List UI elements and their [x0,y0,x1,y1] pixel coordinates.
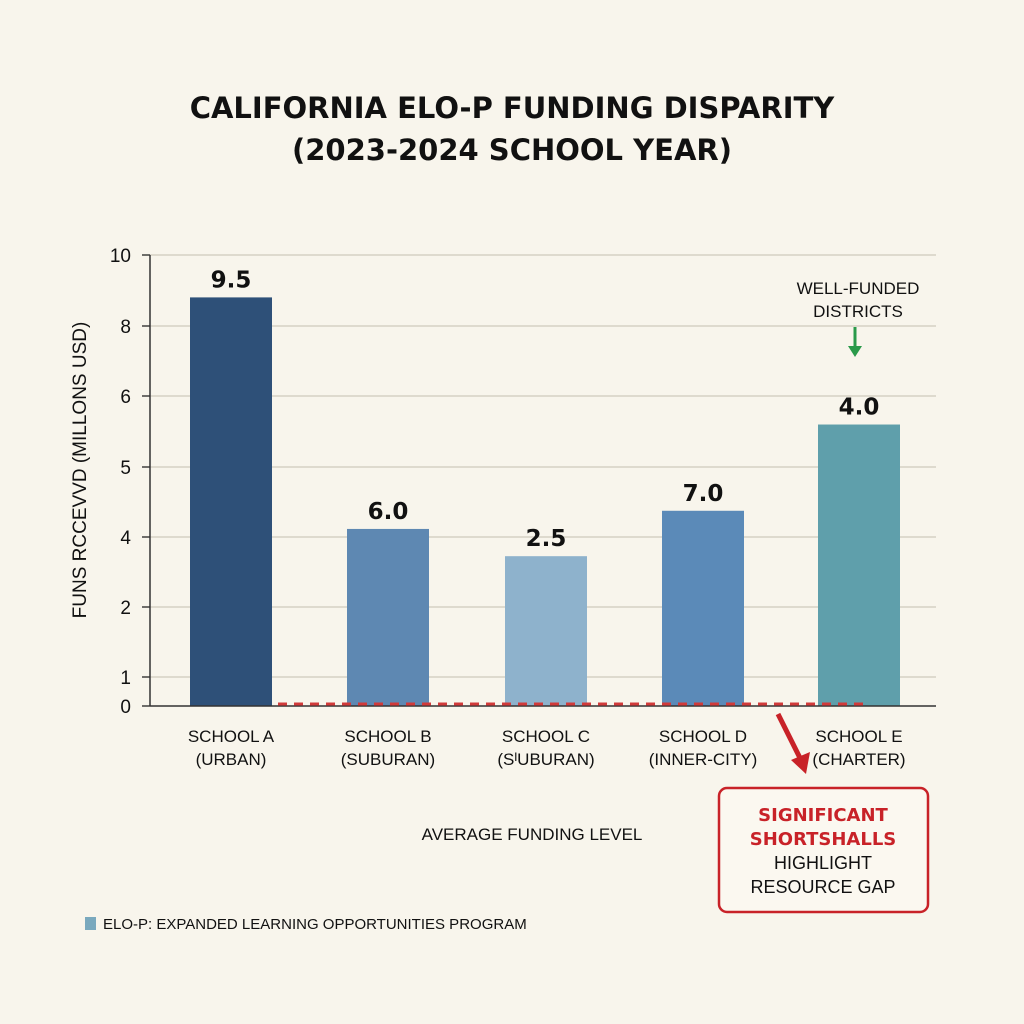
callout-line-resource-gap: RESOURCE GAP [750,877,895,897]
callout-line-significant: SIGNIFICANT [758,805,888,826]
bar [818,424,900,706]
y-tick-label: 0 [120,697,131,718]
y-tick-label: 2 [120,598,131,619]
category-label-name: SCHOOL B [344,727,431,746]
category-label-name: SCHOOL E [815,727,902,746]
red-diagonal-arrow-icon [775,712,810,774]
category-label-type: (URBAN) [196,750,267,769]
category-label-type: (SUBURAN) [341,750,435,769]
chart-title-line-2: (2023-2024 SCHOOL YEAR) [292,133,732,167]
bar [505,556,587,706]
category-label-type: (INNER-CITY) [649,750,758,769]
data-label: 7.0 [683,481,724,507]
legend-text: ELO-P: EXPANDED LEARNING OPPORTUNITIES P… [103,916,527,933]
legend-swatch [85,917,96,930]
bar [347,528,429,706]
bars [190,297,900,706]
category-label-name: SCHOOL D [659,727,747,746]
well-funded-label-line-1: WELL-FUNDED [797,279,920,298]
data-label: 9.5 [211,267,252,293]
chart-title-line-1: CALIFORNIA ELO-P FUNDING DISPARITY [190,91,836,125]
data-label: 4.0 [839,395,880,421]
category-labels: SCHOOL A (URBAN) SCHOOL B (SUBURAN) SCHOOL C… [188,727,906,769]
category-label-type: (CHARTER) [812,750,905,769]
well-funded-label-line-2: DISTRICTS [813,302,903,321]
y-tick-label: 8 [120,317,131,338]
y-tick-label: 1 [120,668,131,689]
data-label: 6.0 [368,499,409,525]
callout-line-highlight: HIGHLIGHT [774,853,872,873]
data-label: 2.5 [526,526,567,552]
y-tick-label: 6 [120,387,131,408]
y-tick-label: 5 [120,458,131,479]
resource-gap-callout-box [717,786,930,914]
down-arrow-icon [848,327,862,357]
y-tick-label: 10 [110,246,131,267]
bar [662,510,744,706]
category-label-type: (SᴵUBURAN) [497,750,594,769]
y-axis-label: FUNS RCCEVVD (MILLONS USD) [70,322,91,619]
category-label-name: SCHOOL C [502,727,590,746]
callout-line-shortshalls: SHORTSHALLS [750,829,897,850]
y-tick-label: 4 [120,528,131,549]
data-labels: 9.5 6.0 2.5 7.0 4.0 [211,267,880,552]
category-label-name: SCHOOL A [188,727,275,746]
average-funding-label: AVERAGE FUNDING LEVEL [422,825,643,844]
bar [190,297,272,706]
